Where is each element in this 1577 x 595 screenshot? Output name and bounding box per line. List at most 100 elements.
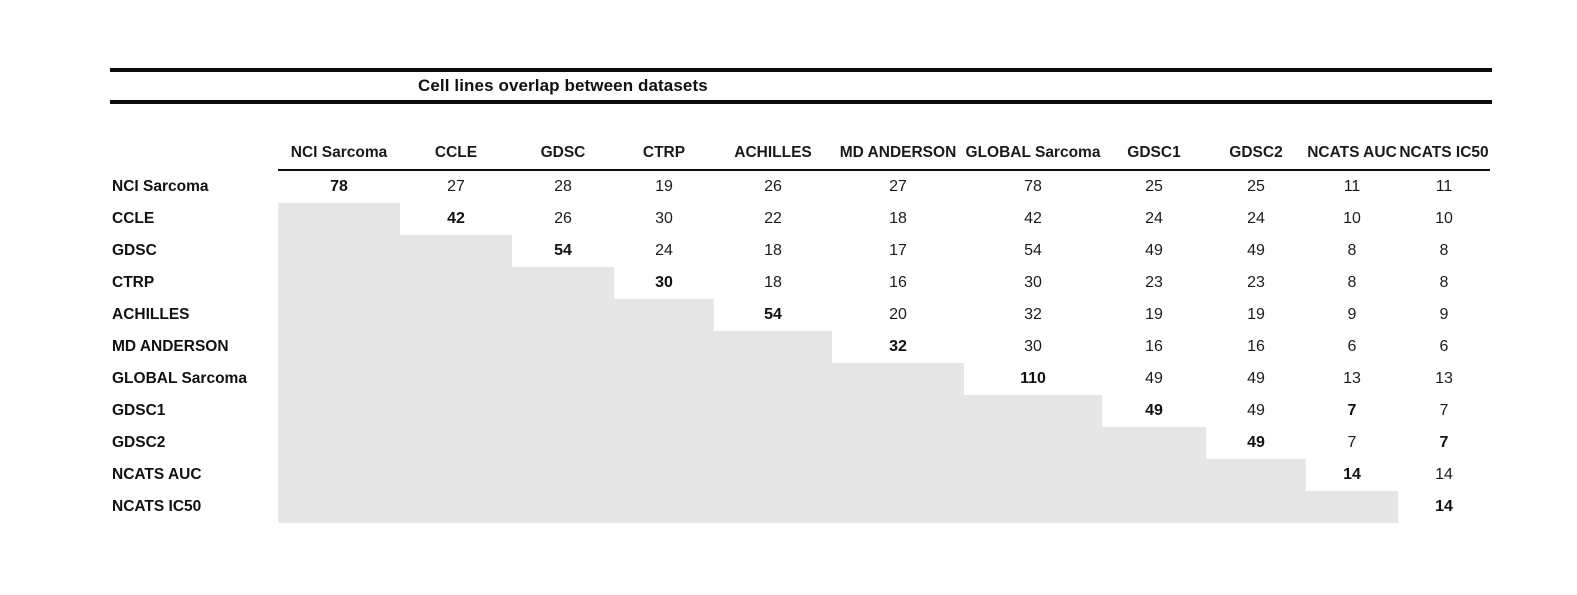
row-label: GDSC2 xyxy=(112,434,166,451)
col-header: GDSC2 xyxy=(1206,137,1306,171)
col-header: CTRP xyxy=(614,137,714,171)
cell: 7 xyxy=(1439,402,1449,419)
row-label: MD ANDERSON xyxy=(112,338,229,355)
cell: 26 xyxy=(764,178,782,195)
cell: 14 xyxy=(1343,466,1361,483)
table-row: CCLE 42 26 30 22 18 42 24 24 10 10 xyxy=(110,203,1492,235)
cell: 11 xyxy=(1435,178,1453,195)
table-title: Cell lines overlap between datasets xyxy=(418,76,708,95)
overlap-table: Cell lines overlap between datasets NCI … xyxy=(110,68,1492,523)
cell xyxy=(278,235,400,267)
cell xyxy=(964,427,1102,459)
table-row: CTRP 30 18 16 30 23 23 8 8 xyxy=(110,267,1492,299)
cell: 16 xyxy=(1247,338,1265,355)
cell xyxy=(832,363,964,395)
cell xyxy=(1206,491,1306,523)
cell xyxy=(278,363,400,395)
cell xyxy=(1102,491,1206,523)
cell xyxy=(400,299,512,331)
cell: 54 xyxy=(764,306,782,323)
cell: 13 xyxy=(1435,370,1453,387)
cell xyxy=(400,491,512,523)
cell xyxy=(1102,427,1206,459)
cell xyxy=(832,491,964,523)
cell: 13 xyxy=(1343,370,1361,387)
cell xyxy=(278,395,400,427)
cell xyxy=(614,363,714,395)
cell: 24 xyxy=(1247,210,1265,227)
cell: 49 xyxy=(1247,242,1265,259)
cell xyxy=(1102,459,1206,491)
table-row: GDSC 54 24 18 17 54 49 49 8 8 xyxy=(110,235,1492,267)
cell: 24 xyxy=(1145,210,1163,227)
row-label: NCATS IC50 xyxy=(112,498,202,515)
cell xyxy=(714,395,832,427)
cell xyxy=(714,459,832,491)
cell: 18 xyxy=(889,210,907,227)
cell xyxy=(614,331,714,363)
row-label: GDSC xyxy=(112,242,157,259)
table-row: GDSC1 49 49 7 7 xyxy=(110,395,1492,427)
cell: 32 xyxy=(1024,306,1042,323)
cell xyxy=(714,491,832,523)
table-row: ACHILLES 54 20 32 19 19 9 9 xyxy=(110,299,1492,331)
cell xyxy=(614,459,714,491)
col-header: MD ANDERSON xyxy=(832,137,964,171)
row-label: GLOBAL Sarcoma xyxy=(112,370,247,387)
col-header: GLOBAL Sarcoma xyxy=(964,137,1102,171)
cell: 22 xyxy=(764,210,782,227)
cell: 23 xyxy=(1145,274,1163,291)
table-title-band: Cell lines overlap between datasets xyxy=(110,68,1492,104)
cell: 54 xyxy=(554,242,572,259)
cell: 24 xyxy=(655,242,673,259)
cell: 10 xyxy=(1435,210,1453,227)
cell: 17 xyxy=(889,242,907,259)
row-label: CCLE xyxy=(112,210,155,227)
col-header: ACHILLES xyxy=(714,137,832,171)
cell xyxy=(714,331,832,363)
cell: 27 xyxy=(447,178,465,195)
cell xyxy=(512,459,614,491)
row-label: GDSC1 xyxy=(112,402,166,419)
cell xyxy=(278,203,400,235)
cell: 25 xyxy=(1247,178,1265,195)
cell xyxy=(512,267,614,299)
cell: 9 xyxy=(1439,306,1449,323)
cell: 19 xyxy=(655,178,673,195)
cell xyxy=(400,363,512,395)
cell xyxy=(614,491,714,523)
table-row: GDSC2 49 7 7 xyxy=(110,427,1492,459)
cell: 19 xyxy=(1145,306,1163,323)
cell xyxy=(278,459,400,491)
cell: 54 xyxy=(1024,242,1042,259)
cell: 49 xyxy=(1145,242,1163,259)
cell xyxy=(832,459,964,491)
cell: 7 xyxy=(1347,402,1357,419)
cell: 30 xyxy=(1024,274,1042,291)
cell: 7 xyxy=(1347,434,1357,451)
cell: 16 xyxy=(1145,338,1163,355)
cell xyxy=(1306,491,1398,523)
cell: 18 xyxy=(764,242,782,259)
col-header: GDSC1 xyxy=(1102,137,1206,171)
cell: 49 xyxy=(1145,402,1163,419)
cell xyxy=(400,331,512,363)
cell: 49 xyxy=(1247,402,1265,419)
cell xyxy=(512,395,614,427)
cell: 16 xyxy=(889,274,907,291)
col-header: GDSC xyxy=(512,137,614,171)
cell xyxy=(278,299,400,331)
cell xyxy=(278,267,400,299)
row-label: ACHILLES xyxy=(112,306,190,323)
cell xyxy=(964,395,1102,427)
cell xyxy=(400,267,512,299)
cell: 32 xyxy=(889,338,907,355)
cell xyxy=(400,459,512,491)
cell xyxy=(278,427,400,459)
cell: 11 xyxy=(1343,178,1361,195)
header-spacer xyxy=(110,137,278,171)
cell: 20 xyxy=(889,306,907,323)
cell: 78 xyxy=(1024,178,1042,195)
cell xyxy=(512,491,614,523)
table-row: NCATS IC50 14 xyxy=(110,491,1492,523)
